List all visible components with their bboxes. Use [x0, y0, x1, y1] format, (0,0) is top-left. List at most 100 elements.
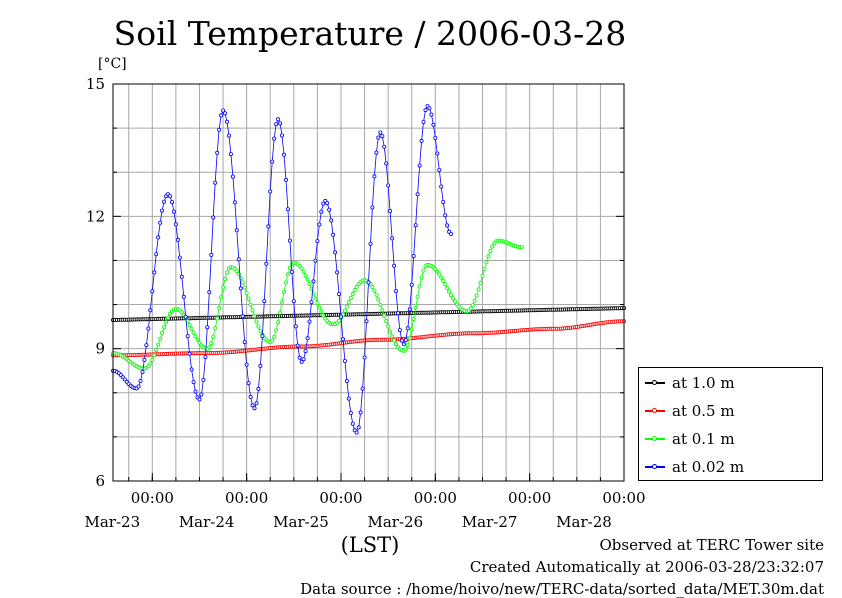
- series-point: [437, 167, 442, 172]
- series-point: [403, 338, 408, 343]
- series-point: [423, 108, 428, 113]
- series-point: [329, 218, 334, 223]
- series-point: [146, 326, 151, 331]
- y-axis-unit: [°C]: [98, 56, 127, 72]
- observed-note: Observed at TERC Tower site: [599, 536, 824, 554]
- plot-frame: [112, 83, 625, 482]
- legend-label-0-02m: at 0.02 m: [672, 458, 745, 476]
- series-point: [258, 363, 263, 368]
- series-point: [250, 308, 255, 313]
- series-point: [443, 282, 448, 287]
- series-point: [193, 389, 198, 394]
- series-point: [162, 199, 167, 204]
- series-point: [342, 308, 347, 313]
- series-point: [222, 276, 227, 281]
- series-point: [321, 313, 326, 318]
- created-note: Created Automatically at 2006-03-28/23:3…: [469, 558, 824, 576]
- series-point: [447, 289, 452, 294]
- series-point: [338, 314, 343, 319]
- series-point: [392, 338, 397, 343]
- series-point: [368, 241, 373, 246]
- series-point: [435, 269, 440, 274]
- series-point: [490, 244, 495, 249]
- series-point: [415, 294, 420, 299]
- series-point: [242, 340, 247, 345]
- series-point: [450, 296, 455, 301]
- series-point: [413, 223, 418, 228]
- series-point: [372, 174, 377, 179]
- series-point: [344, 304, 349, 309]
- series-point: [270, 338, 275, 343]
- series-point: [246, 381, 251, 386]
- series-point: [360, 386, 365, 391]
- series-point: [266, 224, 271, 229]
- series-point: [258, 329, 263, 334]
- series-at-0-02-m: [111, 104, 453, 435]
- series-point: [382, 144, 387, 149]
- series-point: [156, 235, 161, 240]
- series-point: [350, 291, 355, 296]
- series-point: [484, 260, 489, 265]
- series-point: [160, 208, 165, 213]
- series-point: [437, 272, 442, 277]
- series-point: [313, 296, 318, 301]
- series-point: [323, 316, 328, 321]
- series-point: [213, 180, 218, 185]
- series-point: [244, 362, 249, 367]
- series-point: [189, 367, 194, 372]
- series-point: [219, 113, 224, 118]
- series-point: [191, 330, 196, 335]
- y-tick-labels: 6 9 12 15: [86, 75, 105, 490]
- series-point: [415, 192, 420, 197]
- series-point: [164, 320, 169, 325]
- series-point: [315, 301, 320, 306]
- series-point: [376, 135, 381, 140]
- series-point: [232, 200, 237, 205]
- series-point: [228, 152, 233, 157]
- series-point: [393, 342, 398, 347]
- series-point: [276, 320, 281, 325]
- series-point: [309, 300, 314, 305]
- x-tick-time-label: 00:00: [508, 489, 551, 507]
- series-point: [311, 279, 316, 284]
- series-point: [274, 122, 279, 127]
- series-point: [319, 309, 324, 314]
- series-point: [250, 403, 255, 408]
- legend-item-1-0m: at 1.0 m: [645, 374, 735, 392]
- series-point: [270, 159, 275, 164]
- series-point: [276, 117, 281, 122]
- series-point: [287, 238, 292, 243]
- series-point: [281, 152, 286, 157]
- series-point: [305, 277, 310, 282]
- series-point: [354, 284, 359, 289]
- x-tick-date-label: Mar-24: [179, 513, 235, 531]
- series-point: [478, 280, 483, 285]
- series-point: [335, 270, 340, 275]
- series-point: [395, 311, 400, 316]
- series-point: [307, 319, 312, 324]
- series-point: [224, 119, 229, 124]
- legend-swatch-0-02m: [645, 464, 665, 469]
- series-point: [274, 328, 279, 333]
- grid-lines: [113, 84, 624, 481]
- series-point: [327, 207, 332, 212]
- series-point: [405, 326, 410, 331]
- series-point: [317, 222, 322, 227]
- series-point: [384, 319, 389, 324]
- series-point: [297, 355, 302, 360]
- series-point: [431, 122, 436, 127]
- series-point: [248, 394, 253, 399]
- series-point: [427, 106, 432, 111]
- series-point: [378, 302, 383, 307]
- series-point: [419, 138, 424, 143]
- series-point: [230, 174, 235, 179]
- series-point: [443, 213, 448, 218]
- series-point: [301, 269, 306, 274]
- series-point: [388, 329, 393, 334]
- legend-item-0-02m: at 0.02 m: [645, 458, 744, 476]
- series-point: [215, 316, 220, 321]
- series-point: [303, 273, 308, 278]
- series-point: [409, 327, 414, 332]
- series-point: [285, 272, 290, 277]
- series-point: [336, 318, 341, 323]
